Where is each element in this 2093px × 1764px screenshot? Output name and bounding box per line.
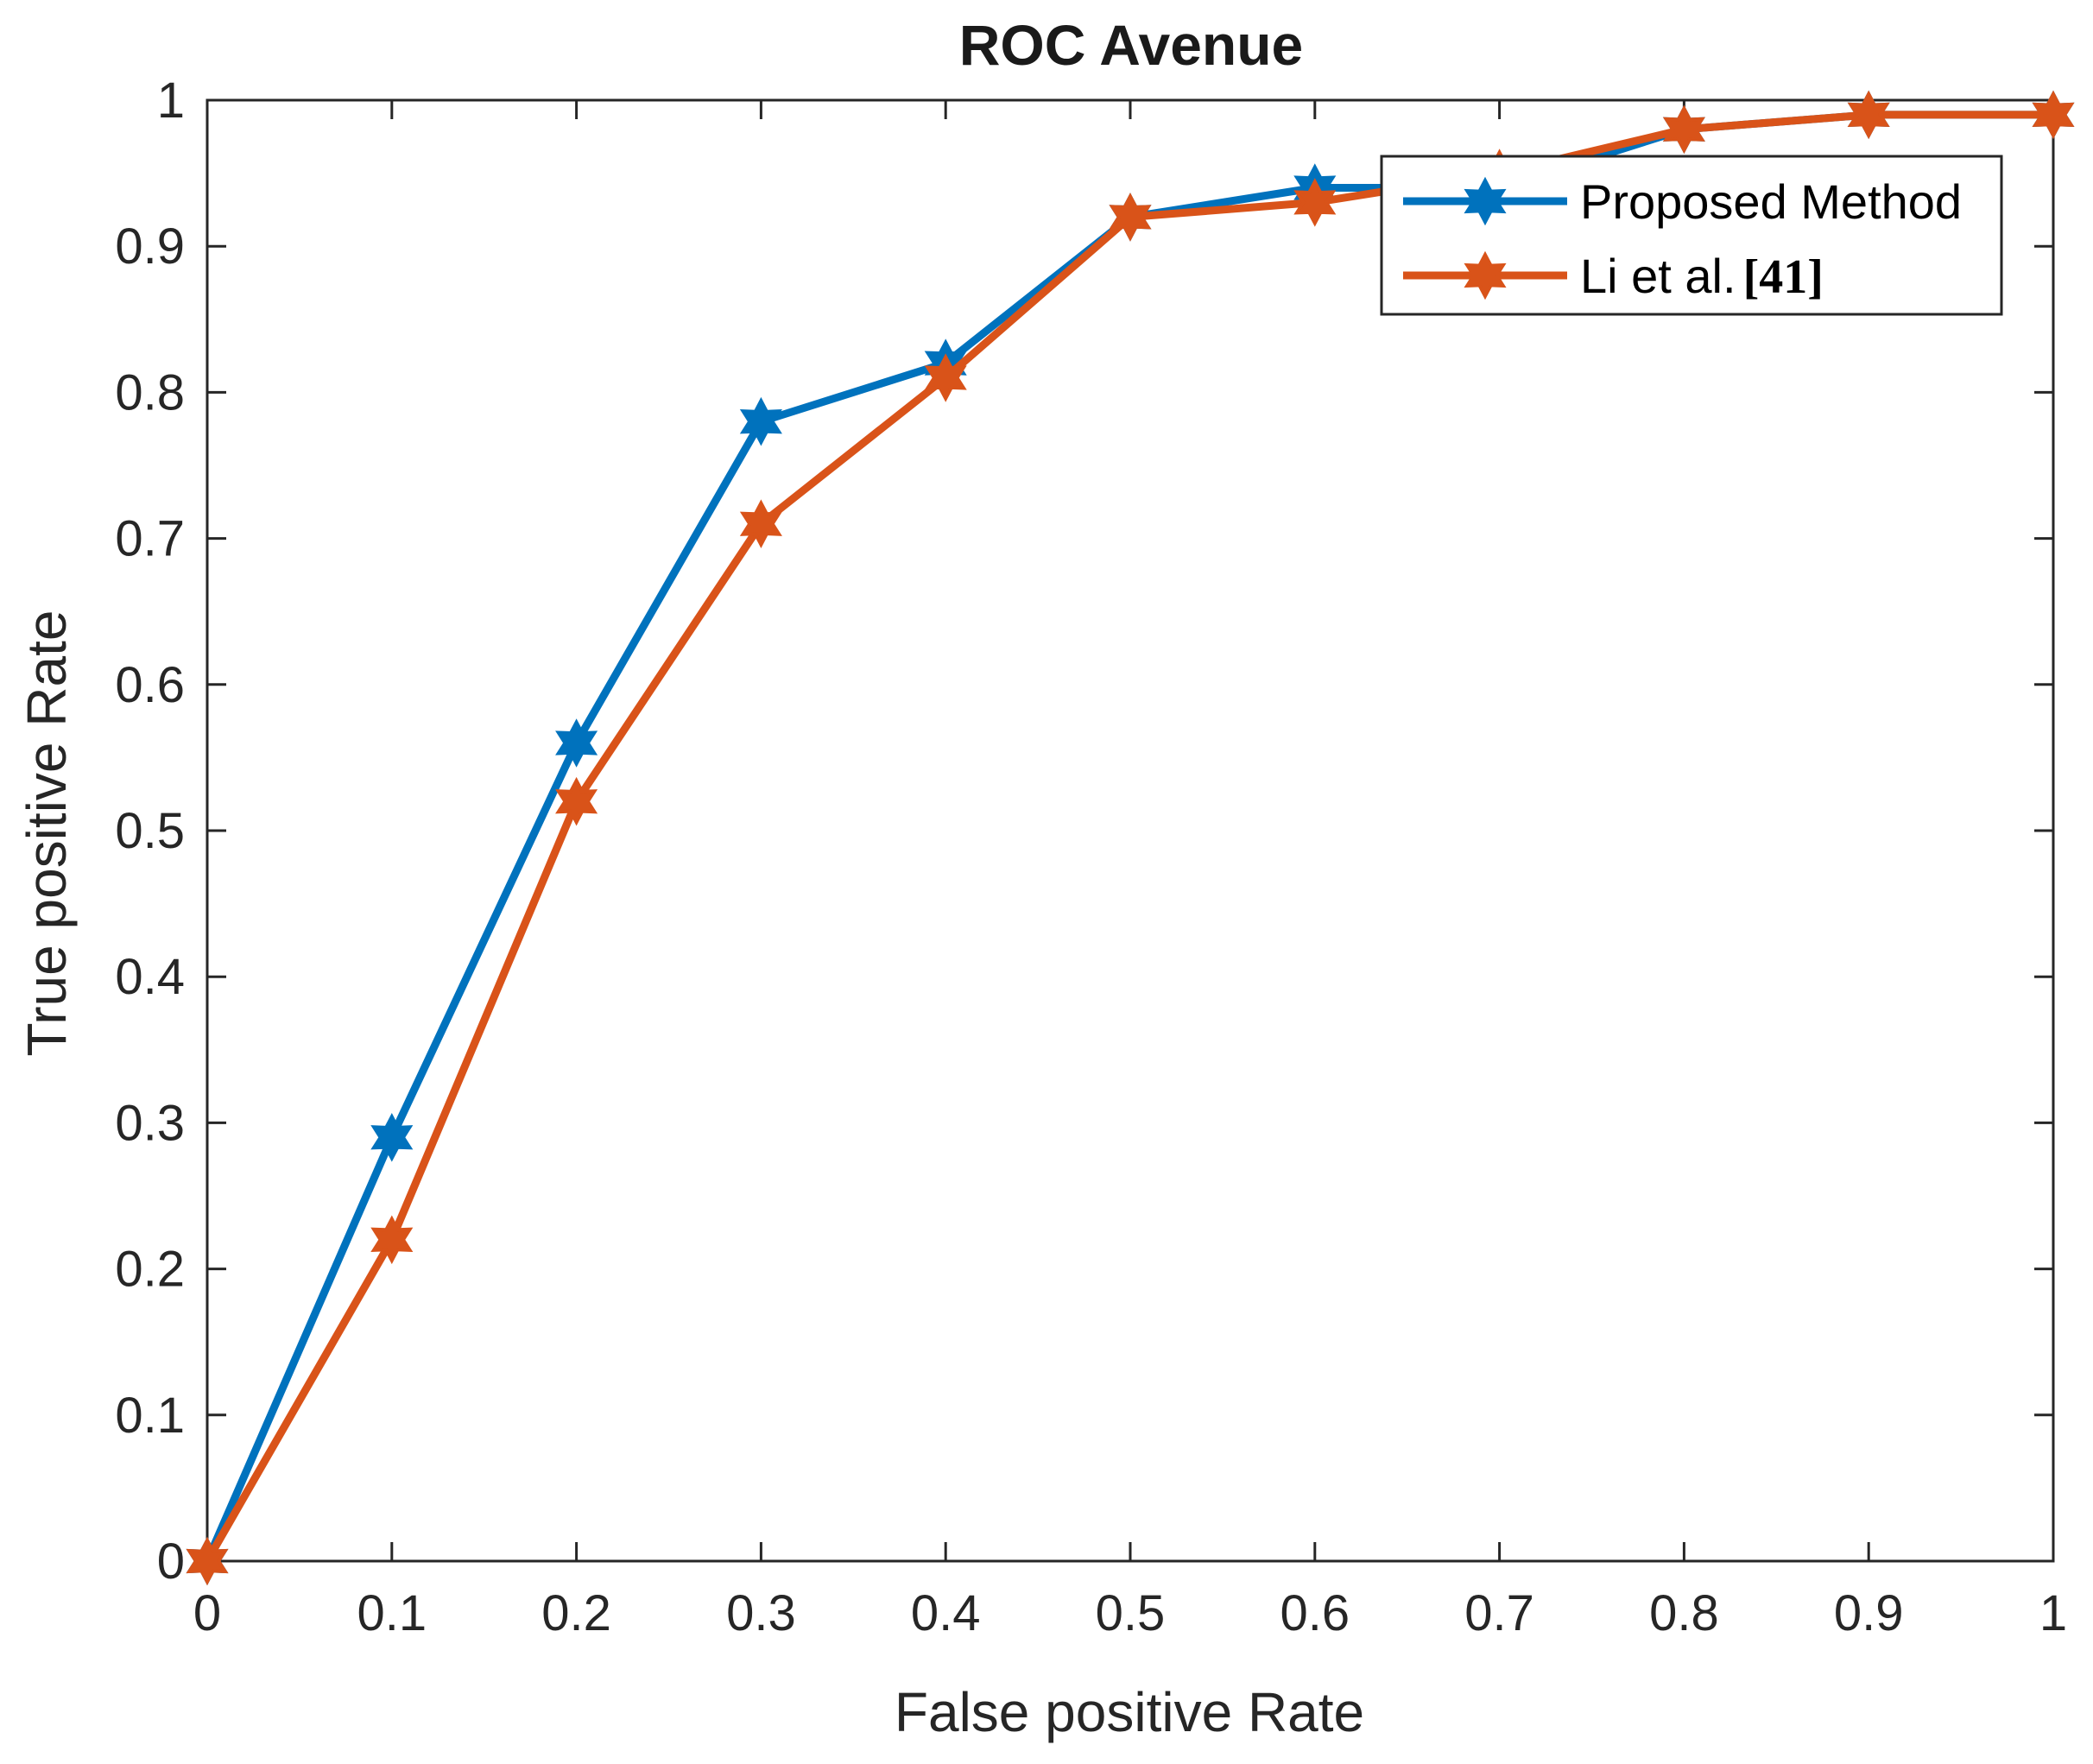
legend-label-proposed-method: Proposed Method (1580, 174, 1962, 229)
y-tick-label: 0.4 (115, 949, 185, 1005)
y-tick-label: 1 (157, 73, 185, 129)
legend-marker-li-et-al (1464, 250, 1507, 300)
y-axis-label: True positive Rate (16, 610, 78, 1057)
data-point-li-et-al (924, 353, 967, 402)
data-point-li-et-al (1109, 193, 1152, 242)
data-point-li-et-al (1293, 178, 1337, 227)
legend-label-text: Proposed Method (1580, 174, 1962, 229)
y-tick-label: 0.9 (115, 218, 185, 275)
x-tick-label: 0.7 (1464, 1585, 1534, 1641)
legend-marker-proposed-method (1464, 176, 1507, 226)
legend-label-ref: [41] (1743, 250, 1824, 304)
x-tick-label: 0 (193, 1585, 221, 1641)
x-tick-label: 0.9 (1834, 1585, 1904, 1641)
y-tick-label: 0.7 (115, 511, 185, 567)
x-tick-label: 0.2 (541, 1585, 611, 1641)
y-tick-label: 0 (157, 1533, 185, 1590)
data-point-proposed-method (555, 718, 598, 768)
legend-label-li-et-al: Li et al. [41] (1580, 249, 1824, 304)
y-tick-label: 0.1 (115, 1388, 185, 1444)
y-tick-label: 0.3 (115, 1095, 185, 1151)
data-point-li-et-al (555, 776, 598, 826)
data-point-li-et-al (739, 499, 782, 549)
data-point-li-et-al (186, 1536, 229, 1586)
plot-frame (206, 98, 2055, 1563)
x-tick-label: 0.5 (1096, 1585, 1166, 1641)
x-tick-label: 0.4 (911, 1585, 981, 1641)
data-point-proposed-method (370, 1112, 414, 1162)
y-tick-label: 0.8 (115, 364, 185, 420)
x-tick-label: 1 (2039, 1585, 2067, 1641)
data-point-li-et-al (370, 1215, 414, 1265)
data-point-proposed-method (739, 396, 782, 446)
x-tick-label: 0.6 (1280, 1585, 1350, 1641)
data-point-li-et-al (2032, 90, 2075, 140)
data-point-li-et-al (1847, 90, 1890, 140)
y-tick-label: 0.2 (115, 1242, 185, 1298)
x-tick-label: 0.8 (1649, 1585, 1719, 1641)
x-tick-label: 0.3 (726, 1585, 796, 1641)
x-axis-label: False positive Rate (895, 1681, 1364, 1743)
y-tick-label: 0.5 (115, 803, 185, 859)
legend-label-text: Li et al. (1580, 249, 1736, 303)
x-tick-label: 0.1 (357, 1585, 427, 1641)
plot-area: 0 0.1 0.2 0.3 0.4 0.5 0.6 0.7 0.8 0.9 1 0 0.1 0.2 0.3 0… (115, 73, 2075, 1641)
legend: Proposed Method Li et al. [41] (1380, 155, 2003, 316)
data-point-li-et-al (1662, 104, 1705, 155)
y-tick-label: 0.6 (115, 657, 185, 713)
chart-title: ROC Avenue (959, 13, 1304, 77)
